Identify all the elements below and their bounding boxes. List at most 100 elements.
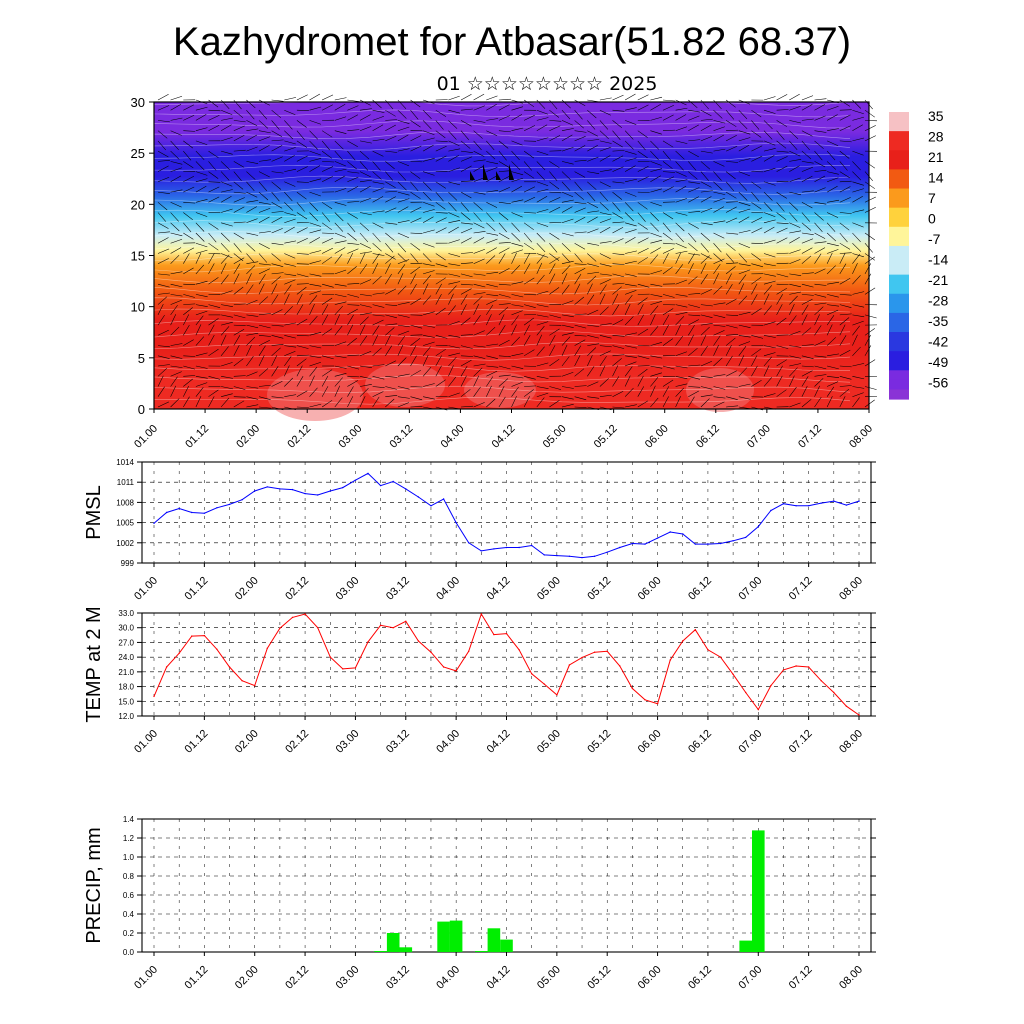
wind-barb (801, 104, 813, 111)
wind-barb (839, 388, 850, 397)
wind-barb (826, 150, 836, 161)
wind-barb (473, 315, 481, 326)
colorbar-band (889, 169, 909, 180)
wind-barb (574, 191, 584, 200)
x-tick-label: 03.00 (334, 575, 362, 603)
data-point (543, 683, 545, 685)
wind-barb (347, 242, 360, 245)
wind-barb (738, 295, 748, 305)
x-tick-label: 03.12 (384, 575, 412, 603)
wind-barb (675, 107, 688, 111)
wind-barb (347, 129, 360, 131)
wind-barb (852, 386, 865, 389)
wind-barb (688, 109, 701, 113)
wind-barb (662, 99, 676, 102)
wind-barb (460, 130, 470, 140)
wind-barb (221, 376, 233, 379)
wind-barb (322, 283, 334, 288)
isotherm-contour (153, 175, 851, 184)
wind-barb (284, 202, 294, 211)
wind-barb (372, 138, 385, 142)
wind-barb (284, 377, 293, 387)
wind-barb (220, 109, 233, 116)
wind-barb (347, 140, 358, 148)
wind-barb (309, 106, 322, 111)
wind-barb (334, 247, 346, 254)
wind-barb (486, 222, 496, 232)
wind-barb (625, 260, 637, 264)
wind-barb (372, 196, 384, 203)
wind-barb (789, 177, 801, 183)
wind-barb (688, 386, 701, 388)
wind-barb (751, 202, 762, 210)
wind-barb (296, 130, 305, 140)
wind-barb (208, 115, 220, 121)
wind-barb (258, 120, 269, 129)
wind-barb (498, 187, 511, 193)
wind-barb (789, 355, 802, 359)
wind-barb (208, 109, 221, 112)
wind-barb (599, 191, 609, 202)
wind-barb (321, 150, 332, 159)
wind-barb (700, 150, 713, 154)
wind-barb (473, 345, 486, 348)
wind-barb (410, 262, 423, 264)
wind-barb (183, 339, 194, 346)
wind-barb (624, 387, 634, 397)
wind-barb (700, 360, 713, 367)
wind-barb (359, 294, 372, 297)
wind-barb (473, 386, 481, 397)
wind-barb (751, 308, 762, 316)
isotherm-contour (153, 364, 851, 372)
wind-barb (397, 206, 409, 213)
wind-barb (625, 229, 637, 234)
wind-barb (612, 345, 625, 349)
wind-barb (170, 212, 179, 222)
wind-barb (498, 283, 511, 286)
wind-barb (650, 372, 662, 377)
wind-barb (612, 140, 623, 148)
wind-barb (498, 161, 510, 168)
wind-barb (359, 114, 371, 121)
wind-barb (776, 140, 787, 149)
data-point (606, 650, 608, 652)
wind-barb (650, 283, 663, 287)
wind-barb (359, 251, 372, 254)
wind-barb (473, 105, 485, 111)
wind-barb (675, 264, 684, 275)
wind-barb (713, 273, 719, 285)
wind-barb (700, 181, 712, 188)
wind-barb (839, 109, 852, 111)
wind-barb (789, 330, 801, 336)
wind-barb (448, 120, 458, 129)
data-point (480, 613, 482, 615)
wind-barb (397, 386, 410, 390)
wind-barb (334, 168, 347, 172)
wind-barb (587, 171, 600, 174)
wind-barb (233, 324, 246, 326)
wind-barb (397, 243, 407, 253)
wind-barb (334, 150, 344, 161)
wind-barb (347, 150, 356, 161)
wind-barb (662, 379, 674, 387)
data-point (354, 479, 357, 481)
data-point (291, 488, 294, 491)
wind-barb (789, 120, 802, 124)
wind-barb (233, 197, 245, 203)
wind-barb (814, 104, 826, 111)
data-point (795, 665, 797, 667)
wind-barb (725, 355, 733, 367)
wind-barb (650, 301, 662, 305)
wind-barb (258, 345, 266, 356)
wind-barb (233, 181, 244, 190)
isotherm-contour (153, 319, 850, 327)
wind-barb (422, 354, 429, 367)
wind-barb (309, 332, 322, 336)
wind-barb (511, 281, 524, 285)
wind-barb (258, 202, 271, 205)
x-tick-label: 07.00 (736, 575, 764, 603)
wind-barb (536, 124, 548, 131)
wind-barb (221, 321, 233, 326)
wind-barb (637, 150, 648, 159)
wind-barb (536, 325, 545, 336)
